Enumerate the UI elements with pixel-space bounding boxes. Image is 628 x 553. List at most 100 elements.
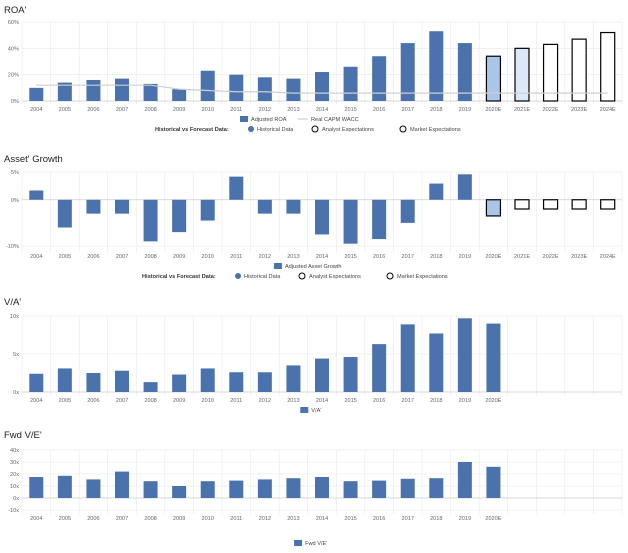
bar-2017	[400, 324, 415, 392]
y-tick-label: 0%	[11, 99, 19, 105]
bar-2024E	[600, 199, 616, 210]
hf-market-label: Market Expectations	[410, 127, 461, 133]
x-tick-label: 2018	[430, 254, 442, 260]
x-tick-label: 2007	[116, 398, 128, 404]
bar-2013	[286, 199, 301, 214]
x-tick-label: 2006	[87, 398, 99, 404]
hf-market-dot	[399, 125, 407, 133]
series-legend: Adjusted ROA Real CAPM WACC	[240, 116, 359, 123]
x-tick-label: 2019	[459, 254, 471, 260]
bar-2014	[315, 358, 329, 392]
x-tick-label: 2008	[144, 254, 156, 260]
bar-2006	[86, 79, 101, 101]
bar-2016	[372, 344, 387, 392]
x-tick-label: 2018	[430, 516, 442, 522]
x-tick-label: 2015	[344, 254, 356, 260]
hf-legend-title: Historical vs Forecast Data:	[155, 127, 229, 133]
x-tick-label: 2017	[401, 398, 413, 404]
x-tick-label: 2018	[430, 107, 442, 113]
x-tick-label: 2016	[373, 398, 385, 404]
bar-2009	[172, 486, 187, 498]
x-tick-label: 2019	[459, 107, 471, 113]
x-tick-label: 2013	[287, 254, 299, 260]
chart-title: Asset' Growth	[4, 154, 63, 165]
x-tick-label: 2010	[201, 516, 213, 522]
legend-swatch-bar	[240, 116, 248, 122]
bar-2009	[172, 374, 187, 392]
hf-analyst-dot	[311, 125, 319, 133]
x-tick-label: 2014	[316, 107, 328, 113]
bar-2023E	[571, 199, 587, 210]
bar-2011	[229, 74, 244, 101]
x-tick-label: 2020E	[485, 254, 501, 260]
x-tick-label: 2013	[287, 398, 299, 404]
chart-title: Fwd V/E'	[4, 430, 42, 441]
legend-label: Adjusted Asset Growth	[285, 264, 342, 270]
x-tick-label: 2008	[144, 398, 156, 404]
x-tick-label: 2020E	[485, 107, 501, 113]
hf-historical-label: Historical Data	[257, 127, 294, 133]
bar-2016	[372, 56, 387, 101]
bar-2020E	[486, 323, 501, 392]
chart-title: V/A'	[4, 297, 21, 308]
bar-2017	[400, 199, 415, 223]
x-tick-label: 2017	[401, 254, 413, 260]
bar-2014	[315, 477, 329, 498]
y-tick-label: 20%	[8, 73, 19, 79]
hf-historical-label: Historical Data	[244, 274, 281, 280]
hf-market-dot	[386, 272, 394, 280]
bar-2011	[229, 480, 244, 498]
bar-2019	[457, 43, 472, 101]
bar-2012	[257, 77, 272, 101]
x-tick-label: 2010	[201, 254, 213, 260]
bar-2010	[200, 70, 215, 101]
series-legend: Fwd V/E'	[294, 540, 327, 547]
bar-2014	[315, 72, 329, 101]
x-tick-label: 2016	[373, 107, 385, 113]
bar-2022E	[542, 199, 559, 210]
bar-2006	[86, 479, 101, 498]
y-tick-label: -10%	[6, 244, 19, 250]
x-tick-label: 2014	[316, 516, 328, 522]
chart-panel-3: V/A' 0x 5x 10x 2004 2005 2006 2007 2008 2009 2010 2…	[4, 297, 623, 414]
bar-2004	[29, 190, 44, 200]
y-tick-label: 0x	[13, 390, 19, 396]
hf-historical-dot	[235, 273, 241, 279]
bar-2023E	[571, 38, 587, 102]
legend-label: Real CAPM WACC	[311, 117, 359, 123]
bar-2005	[57, 82, 72, 101]
hf-analyst-dot	[298, 272, 306, 280]
x-tick-label: 2011	[230, 398, 242, 404]
legend-label: V/A'	[311, 408, 321, 414]
x-tick-label: 2005	[59, 254, 71, 260]
bar-2020E	[486, 466, 501, 498]
bar-2007	[115, 471, 129, 498]
bar-2012	[257, 479, 272, 498]
x-tick-label: 2015	[344, 398, 356, 404]
x-tick-label: 2019	[459, 398, 471, 404]
bar-2019	[457, 318, 472, 392]
x-tick-label: 2017	[401, 516, 413, 522]
x-tick-label: 2012	[259, 398, 271, 404]
hf-historical-dot	[248, 126, 254, 132]
y-tick-label: 10x	[10, 314, 19, 320]
x-tick-label: 2009	[173, 516, 185, 522]
chart-title: ROA'	[4, 5, 27, 16]
x-tick-label: 2021E	[514, 254, 530, 260]
x-tick-label: 2012	[259, 516, 271, 522]
bar-2012	[257, 199, 272, 214]
bar-2009	[172, 89, 187, 101]
y-tick-label: 0%	[11, 198, 19, 204]
y-tick-label: 40x	[10, 448, 19, 454]
bar-2005	[57, 475, 72, 498]
bar-2015	[343, 199, 358, 244]
bar-2012	[257, 372, 272, 392]
x-tick-label: 2015	[344, 516, 356, 522]
bar-2010	[200, 368, 215, 392]
bar-2022E	[542, 43, 559, 102]
bar-2018	[429, 478, 444, 498]
hist-forecast-legend: Historical vs Forecast Data: Historical D…	[155, 125, 461, 133]
y-tick-label: 10x	[10, 484, 19, 490]
y-tick-label: 0x	[13, 496, 19, 502]
hf-analyst-label: Analyst Expectations	[322, 127, 374, 133]
